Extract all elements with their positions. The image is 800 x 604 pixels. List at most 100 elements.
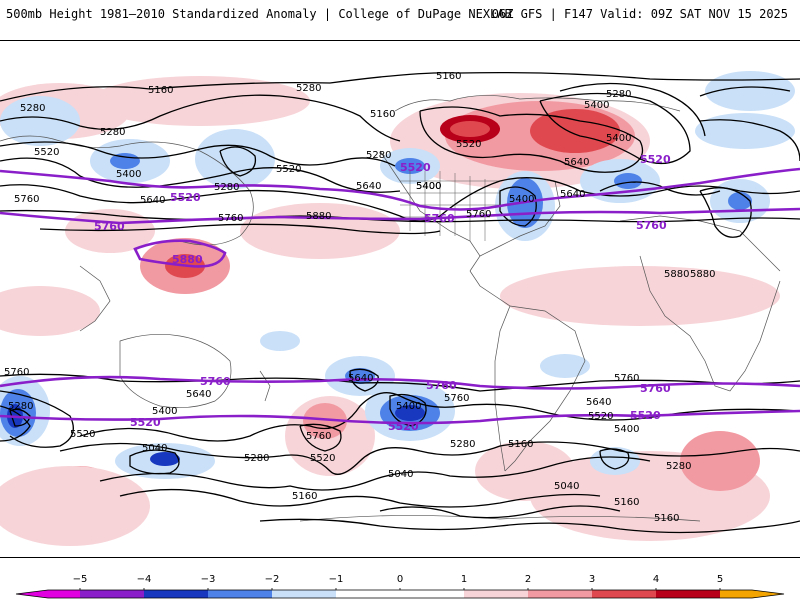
colorbar-ticks: [79, 588, 721, 590]
contour-label: 5520: [70, 429, 95, 440]
contour-closed-5760: [299, 423, 342, 452]
contour-5040-south: [379, 505, 621, 519]
colorbar-swatch: [272, 590, 336, 598]
contour-label: 5640: [348, 373, 373, 384]
colorbar-tick-label: 1: [461, 574, 467, 585]
anomaly-area: [680, 431, 760, 491]
coastline-antarctica: [299, 515, 701, 522]
coastline-africa: [639, 255, 781, 392]
contour-closed-5640: [349, 368, 379, 392]
anomaly-area: [500, 266, 780, 326]
contour-5280-south: [119, 488, 601, 508]
contour-label: 5640: [586, 397, 611, 408]
coastline-australia: [119, 334, 232, 408]
contour-5880: [39, 223, 441, 235]
model-valid-time: 06Z GFS | F147 Valid: 09Z SAT NOV 15 202…: [491, 7, 788, 21]
colorbar-swatch: [464, 590, 528, 598]
anomaly-area: [705, 71, 795, 111]
key-contour-label: 5880: [172, 253, 203, 266]
key-contour-label: 5520: [640, 153, 671, 166]
contour-5400-arctic: [539, 92, 691, 165]
colorbar-swatch: [144, 590, 208, 598]
contour-label: 5640: [356, 181, 381, 192]
colorbar-swatch: [656, 590, 720, 598]
colorbar-tick-labels: −5 −4 −3 −2 −1 0 1 2 3 4 5: [73, 574, 724, 585]
contour-5280: [0, 94, 401, 142]
contour-5760: [0, 209, 800, 223]
contour-label: 5160: [508, 439, 533, 450]
contour-label: 5400: [606, 133, 631, 144]
contour-label: 5160: [614, 497, 639, 508]
coastline-central-america: [469, 270, 511, 307]
anomaly-map: 5160 5280 5160 5280 5400 5280 5520 5400 …: [0, 40, 800, 558]
key-contour-label: 5520: [388, 420, 419, 433]
contour-label: 5280: [366, 150, 391, 161]
colorbar-tick-label: 0: [397, 574, 403, 585]
anomaly-area: [475, 441, 575, 501]
key-contours: [0, 167, 800, 425]
anomaly-area: [195, 129, 275, 189]
colorbar-tick-label: 4: [653, 574, 659, 585]
contour-label: 5280: [244, 453, 269, 464]
colorbar-swatch: [80, 590, 144, 598]
contour-label: 5760: [306, 431, 331, 442]
contour-label: 5520: [34, 147, 59, 158]
contour-label: 5520: [310, 453, 335, 464]
contour-closed-low-atlantic: [499, 186, 537, 227]
contour-5520-arctic: [419, 106, 644, 173]
contour-label: 5640: [186, 389, 211, 400]
key-contour-5880: [133, 239, 227, 268]
contour-label: 5760: [444, 393, 469, 404]
anomaly-area: [695, 113, 795, 149]
contour-label: 5520: [588, 411, 613, 422]
contour-label: 5760: [466, 209, 491, 220]
coastline-north-america-east: [479, 180, 561, 257]
contour-label: 5280: [606, 89, 631, 100]
map-header: 500mb Height 1981–2010 Standardized Anom…: [0, 0, 800, 28]
key-contour-label: 5760: [200, 375, 231, 388]
key-contour-label: 5760: [636, 219, 667, 232]
key-contour-5760-south: [0, 375, 800, 390]
contour-label: 5040: [388, 469, 413, 480]
contour-closed-low-asia: [219, 146, 257, 177]
key-contour-label: 5520: [170, 191, 201, 204]
contour-label: 5640: [140, 195, 165, 206]
contour-closed-low-europe: [699, 187, 752, 238]
contour-label: 5160: [370, 109, 395, 120]
coastline-asia: [0, 135, 254, 246]
map-svg: 5160 5280 5160 5280 5400 5280 5520 5400 …: [0, 71, 800, 546]
colorbar-swatch: [208, 590, 272, 598]
contour-5160: [0, 71, 800, 102]
colorbar-tick-label: −1: [329, 574, 344, 585]
contour-label: 5280: [296, 83, 321, 94]
contour-label: 5280: [666, 461, 691, 472]
anomaly-area: [590, 447, 640, 475]
colorbar-tick-label: −2: [265, 574, 280, 585]
anomaly-area: [0, 96, 80, 146]
anomaly-area: [0, 466, 150, 546]
coastline-south-america-east: [504, 305, 586, 472]
contour-label: 5400: [416, 181, 441, 192]
colorbar-tick-label: 3: [589, 574, 595, 585]
anomaly-area: [450, 121, 490, 137]
anomaly-colorbar: −5 −4 −3 −2 −1 0 1 2 3 4 5: [0, 570, 800, 600]
colorbar-swatch: [16, 590, 48, 598]
anomaly-area: [540, 354, 590, 378]
coastline-europe-north-africa: [619, 215, 781, 272]
colorbar-swatch: [752, 590, 784, 598]
contour-label: 5280: [8, 401, 33, 412]
anomaly-area: [395, 158, 425, 174]
anomaly-area: [150, 452, 180, 466]
contour-label: 5520: [456, 139, 481, 150]
colorbar-outline: [15, 589, 785, 599]
key-contour-5760-north: [0, 207, 800, 225]
contour-northeast: [699, 86, 800, 162]
coastline-arctic: [394, 95, 681, 112]
colorbar-swatches: [15, 589, 785, 599]
anomaly-area: [728, 192, 752, 210]
colorbar-swatch: [336, 590, 400, 598]
contour-label: 5160: [436, 71, 461, 82]
contour-label: 5760: [4, 367, 29, 378]
colorbar-tick-label: −4: [137, 574, 152, 585]
contour-label: 5640: [560, 189, 585, 200]
